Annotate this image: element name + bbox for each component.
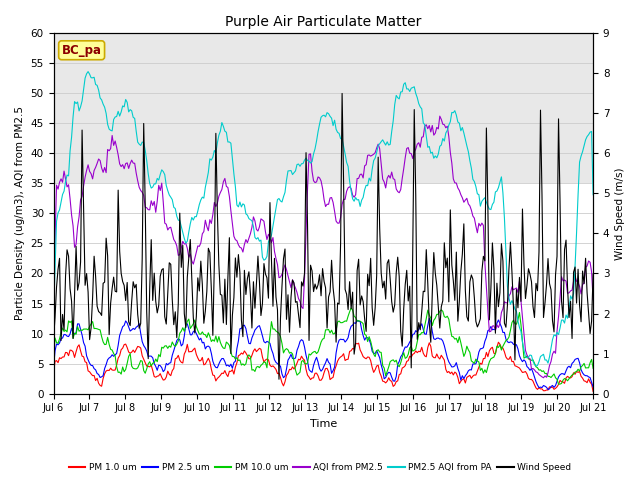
X-axis label: Time: Time bbox=[310, 419, 337, 429]
Legend: PM 1.0 um, PM 2.5 um, PM 10.0 um, AQI from PM2.5, PM2.5 AQI from PA, Wind Speed: PM 1.0 um, PM 2.5 um, PM 10.0 um, AQI fr… bbox=[65, 459, 575, 476]
Title: Purple Air Particulate Matter: Purple Air Particulate Matter bbox=[225, 15, 422, 29]
Bar bbox=[54, 33, 593, 183]
Y-axis label: Particle Density (ug/m3), AQI from PM2.5: Particle Density (ug/m3), AQI from PM2.5 bbox=[15, 107, 25, 320]
Text: BC_pa: BC_pa bbox=[61, 44, 102, 57]
Y-axis label: Wind Speed (m/s): Wind Speed (m/s) bbox=[615, 167, 625, 260]
